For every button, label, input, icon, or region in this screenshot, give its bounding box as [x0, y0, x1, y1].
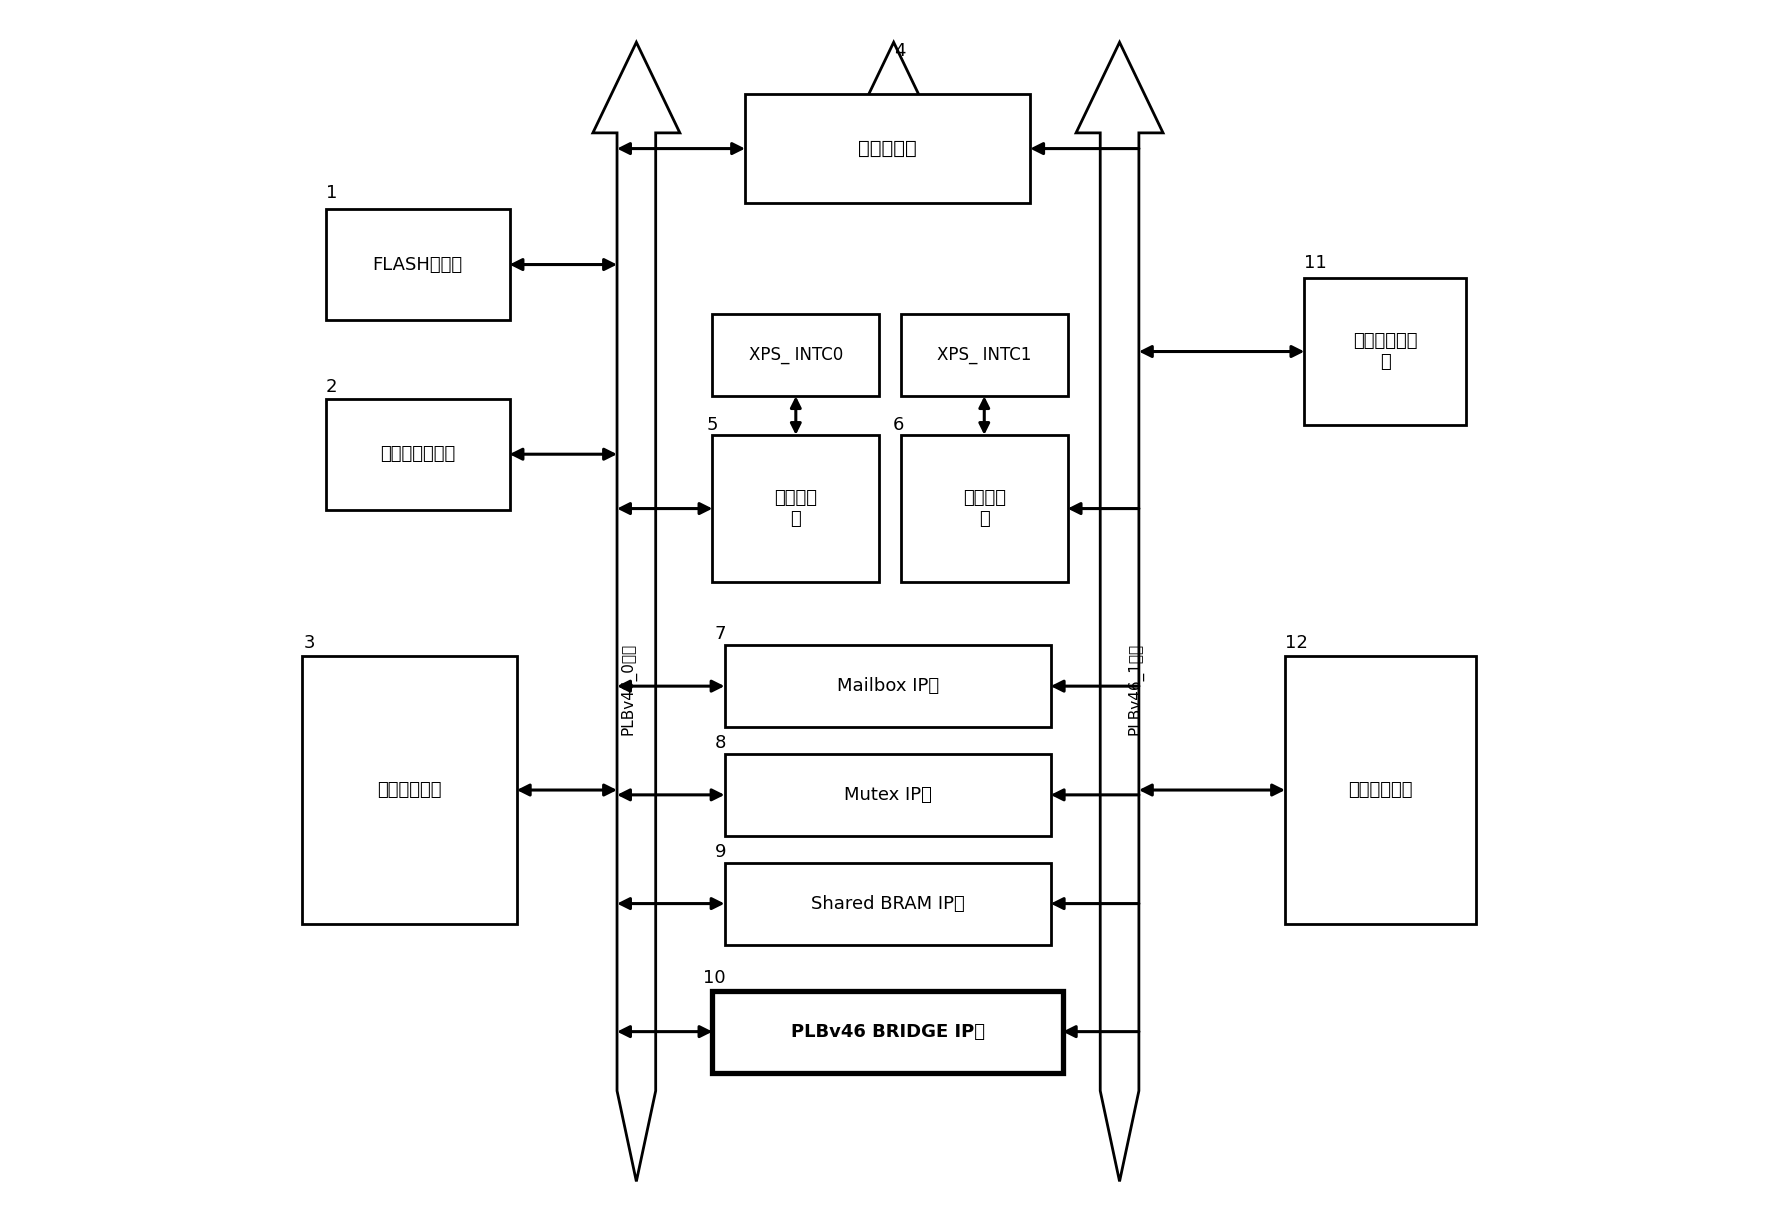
Polygon shape — [850, 42, 937, 163]
Text: PLBv46_0总线: PLBv46_0总线 — [621, 643, 636, 734]
Text: 12: 12 — [1285, 634, 1308, 651]
Bar — [713, 314, 879, 396]
Bar — [713, 435, 879, 582]
Text: 9: 9 — [714, 843, 727, 860]
Polygon shape — [592, 42, 681, 1181]
Bar — [713, 991, 1063, 1073]
Text: 外部存储器: 外部存储器 — [857, 139, 918, 158]
Text: PLBv46 BRIDGE IP核: PLBv46 BRIDGE IP核 — [790, 1023, 985, 1040]
Bar — [902, 435, 1068, 582]
Text: XPS_ INTC1: XPS_ INTC1 — [937, 347, 1031, 364]
Bar — [325, 399, 509, 510]
Text: 第二内部存储
器: 第二内部存储 器 — [1353, 332, 1418, 371]
Bar — [725, 863, 1050, 945]
Text: Mailbox IP核: Mailbox IP核 — [836, 678, 939, 695]
Bar — [325, 209, 509, 320]
Text: FLASH存储器: FLASH存储器 — [373, 256, 463, 273]
Text: 2: 2 — [325, 378, 338, 395]
Text: 第二外部设备: 第二外部设备 — [1349, 782, 1413, 798]
Bar — [902, 314, 1068, 396]
Text: Shared BRAM IP核: Shared BRAM IP核 — [812, 895, 965, 912]
Text: 1: 1 — [325, 185, 338, 202]
Text: 4: 4 — [893, 42, 905, 59]
Text: 第一外部设备: 第一外部设备 — [377, 782, 442, 798]
Text: 8: 8 — [714, 734, 727, 751]
Text: 10: 10 — [704, 970, 725, 987]
Bar — [744, 94, 1031, 203]
Bar — [725, 645, 1050, 727]
Text: XPS_ INTC0: XPS_ INTC0 — [748, 347, 843, 364]
Text: 第一处理
器: 第一处理 器 — [774, 489, 817, 528]
Text: 第一内部存储器: 第一内部存储器 — [380, 446, 456, 463]
Text: 7: 7 — [714, 626, 727, 643]
Text: Mutex IP核: Mutex IP核 — [843, 786, 932, 803]
Text: 第二处理
器: 第二处理 器 — [964, 489, 1006, 528]
Text: PLBv46_1总线: PLBv46_1总线 — [1128, 643, 1144, 734]
Bar — [1305, 278, 1466, 425]
Bar — [725, 754, 1050, 836]
Polygon shape — [1077, 42, 1163, 1181]
Text: 11: 11 — [1305, 255, 1328, 272]
Text: 5: 5 — [707, 417, 718, 434]
Bar — [302, 656, 516, 924]
Bar — [1285, 656, 1476, 924]
Text: 3: 3 — [304, 634, 316, 651]
Text: 6: 6 — [893, 417, 903, 434]
